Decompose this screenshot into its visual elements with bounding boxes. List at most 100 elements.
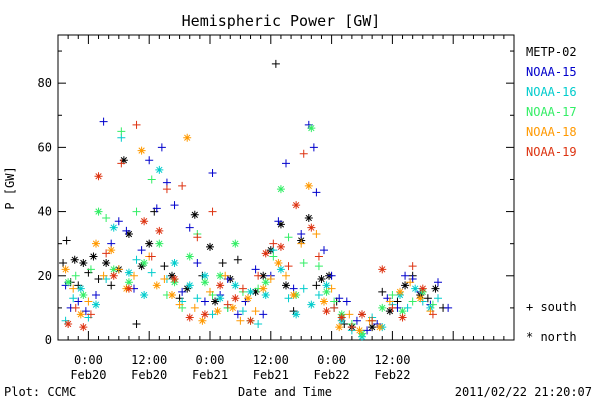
point-noaa-18-south <box>69 284 78 293</box>
point-noaa-16-north <box>216 294 225 303</box>
point-metp-02-north <box>276 220 285 229</box>
point-noaa-16-north <box>231 281 240 290</box>
point-noaa-19-south <box>208 207 217 216</box>
point-noaa-19-north <box>200 310 209 319</box>
point-noaa-19-south <box>86 310 95 319</box>
point-noaa-19-south <box>330 303 339 312</box>
point-noaa-18-south <box>385 297 394 306</box>
point-noaa-16-north <box>124 268 133 277</box>
point-noaa-18-north <box>416 294 425 303</box>
chart-title: Hemispheric Power [GW] <box>182 12 381 30</box>
point-noaa-15-south <box>251 265 260 274</box>
point-noaa-18-south <box>266 275 275 283</box>
marker-legend: + south * north <box>526 300 577 344</box>
point-noaa-15-south <box>92 291 100 300</box>
point-noaa-18-south <box>282 271 290 280</box>
x-tick-label-time: 0:00 <box>74 353 103 367</box>
point-noaa-18-north <box>76 310 85 319</box>
point-noaa-19-north <box>64 319 73 328</box>
point-noaa-18-south <box>236 316 245 325</box>
point-noaa-18-north <box>183 133 192 142</box>
point-noaa-15-south <box>185 223 194 232</box>
point-noaa-15-south <box>193 258 202 267</box>
point-noaa-17-north <box>276 185 285 194</box>
point-noaa-17-north <box>200 278 209 287</box>
point-noaa-17-south <box>299 258 308 267</box>
point-metp-02-south <box>62 236 71 245</box>
point-noaa-17-south <box>314 262 323 271</box>
point-noaa-19-south <box>299 149 308 158</box>
point-metp-02-north <box>190 210 199 219</box>
point-noaa-19-north <box>378 265 387 274</box>
point-noaa-15-south <box>200 297 209 306</box>
point-noaa-19-north <box>185 313 194 322</box>
point-noaa-15-south <box>157 143 166 152</box>
point-noaa-17-south <box>284 233 293 242</box>
point-noaa-18-north <box>137 146 146 155</box>
point-noaa-19-north <box>94 172 103 181</box>
point-noaa-19-north <box>276 242 285 251</box>
point-noaa-18-south <box>251 307 260 316</box>
point-metp-02-south <box>218 258 227 267</box>
point-noaa-19-north <box>231 294 240 303</box>
point-noaa-16-south <box>69 294 78 303</box>
point-metp-02-north <box>431 284 440 293</box>
point-noaa-17-north <box>155 239 164 248</box>
point-noaa-19-north <box>398 313 407 322</box>
point-metp-02-south <box>312 281 321 290</box>
point-noaa-15-south <box>327 271 336 280</box>
point-noaa-19-south <box>408 262 417 271</box>
point-noaa-19-north <box>418 284 427 293</box>
x-tick-label-date: Feb21 <box>192 368 228 382</box>
point-noaa-17-north <box>261 278 270 287</box>
point-noaa-17-south <box>71 271 80 280</box>
point-metp-02-north <box>401 281 410 290</box>
point-noaa-18-south <box>114 265 123 274</box>
point-noaa-16-south <box>299 284 308 293</box>
point-noaa-16-north <box>155 165 164 174</box>
point-noaa-16-north <box>292 310 301 319</box>
point-noaa-15-south <box>434 278 442 287</box>
x-tick-label-date: Feb20 <box>70 368 106 382</box>
point-noaa-19-south <box>284 262 293 271</box>
x-tick-label-date: Feb21 <box>253 368 289 382</box>
footer-timestamp: 2011/02/22 21:20:07 <box>455 385 592 399</box>
point-noaa-18-south <box>297 239 306 248</box>
point-noaa-15-south <box>145 156 154 165</box>
point-noaa-17-north <box>216 271 225 280</box>
point-noaa-18-north <box>213 307 222 316</box>
point-metp-02-south <box>423 294 432 303</box>
point-noaa-18-north <box>289 291 298 300</box>
point-noaa-18-south <box>327 284 336 293</box>
point-noaa-16-north <box>170 258 179 267</box>
point-noaa-17-north <box>185 252 194 261</box>
point-noaa-16-south <box>193 294 202 303</box>
point-noaa-19-north <box>358 310 366 319</box>
point-noaa-18-north <box>92 239 100 248</box>
point-noaa-17-north <box>231 239 240 248</box>
point-noaa-17-south <box>102 214 111 222</box>
y-tick-label: 40 <box>38 205 52 219</box>
point-noaa-17-south <box>269 252 278 261</box>
point-metp-02-south <box>107 281 116 290</box>
point-noaa-15-south <box>178 287 187 296</box>
point-noaa-15-south <box>282 159 290 168</box>
point-noaa-19-north <box>246 316 255 325</box>
legend: METP-02 NOAA-15 NOAA-16 NOAA-17 NOAA-18 NOAA-… <box>526 45 577 159</box>
point-noaa-19-north <box>216 281 225 290</box>
point-noaa-18-north <box>198 316 207 325</box>
legend-noaa-15: NOAA-15 <box>526 65 577 79</box>
point-noaa-17-north <box>398 307 407 316</box>
point-noaa-15-south <box>74 297 83 306</box>
point-noaa-15-south <box>320 246 328 255</box>
point-noaa-17-north <box>322 287 331 296</box>
point-noaa-19-south <box>162 185 171 194</box>
point-noaa-16-north <box>76 284 85 293</box>
x-tick-label-time: 0:00 <box>196 353 225 367</box>
point-noaa-17-south <box>408 297 417 306</box>
point-noaa-15-south <box>99 117 108 126</box>
point-noaa-17-north <box>307 124 316 133</box>
point-noaa-16-south <box>208 310 217 319</box>
point-noaa-19-north <box>307 223 316 232</box>
y-tick-label: 0 <box>45 333 52 347</box>
